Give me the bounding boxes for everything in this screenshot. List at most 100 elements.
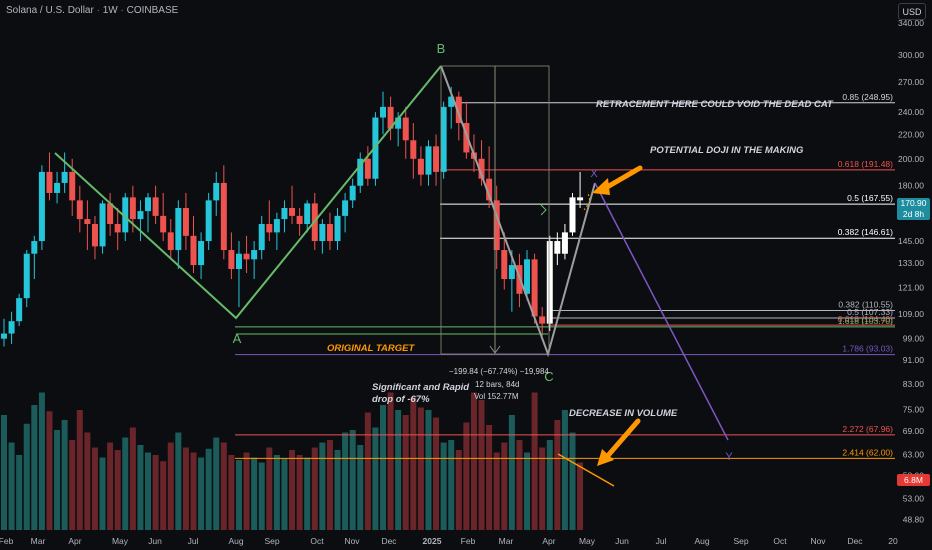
candle-body [501,250,508,280]
x-tick-label: Apr [542,536,555,546]
symbol-title: Solana / U.S. Dollar · 1W · COINBASE [6,5,179,16]
volume-bar [569,432,576,530]
currency-button[interactable]: USD [898,3,926,20]
volume-bar [76,410,83,530]
symbol-exchange: COINBASE [126,5,179,16]
candle-body [16,298,23,322]
x-tick-label: Oct [310,536,324,546]
x-tick-label: Apr [68,536,81,546]
candle-body [122,197,129,233]
volume-bar [486,425,493,530]
volume-bar [160,461,167,530]
measure-line1: −199.84 (−67.74%) −19,984 [449,367,549,376]
x-tick-label: Dec [847,536,863,546]
candle-body [31,241,38,254]
projection-line [594,182,729,441]
volume-bar [258,462,265,530]
x-tick-label: Jul [188,536,199,546]
candle-body [448,96,455,107]
candle-body [539,316,546,324]
fib-label: 0.618 (104.40) [838,314,893,324]
point-x-label: X [590,168,598,180]
volume-arrow-head [597,449,614,466]
volume-bar [205,448,212,530]
candle-body [486,178,493,201]
volume-bar [448,440,455,530]
candle-body [493,200,500,251]
volume-bar [296,455,303,530]
volume-tag: 6.8M [897,474,930,486]
candle-body [463,123,470,153]
volume-bar [304,457,311,530]
volume-bar [395,410,402,530]
candle-body [402,117,409,141]
candle-body [91,223,98,247]
volume-bar [455,450,462,530]
symbol-name: Solana / U.S. Dollar [6,5,94,16]
volume-bars [1,392,584,530]
candle-body [205,200,212,242]
volume-bar [364,412,371,530]
candle-body [296,215,303,224]
candle-body [357,158,364,186]
volume-bar [539,447,546,530]
volume-note: DECREASE IN VOLUME [569,408,678,419]
volume-bar [281,458,288,530]
last-price-tag: 170.90 2d 8h [897,198,930,220]
y-tick-label: 109.00 [898,309,924,319]
candle-body [273,219,280,233]
volume-bar [198,457,205,530]
candle-body [508,265,515,280]
candle-body [84,219,91,224]
volume-bar [410,397,417,530]
y-tick-label: 145.00 [898,236,924,246]
volume-bar [342,432,349,530]
volume-bar [273,455,280,530]
volume-bar [182,447,189,530]
x-axis-panel [0,533,932,550]
candle-body [243,253,250,260]
original-target-note: ORIGINAL TARGET [327,343,415,354]
volume-bar [31,405,38,530]
fib-label: 2.414 (62.00) [842,447,893,457]
volume-bar [23,423,30,530]
volume-bar [478,400,485,530]
candle-body [61,171,68,183]
candle-body [220,182,227,251]
y-tick-label: 99.00 [903,334,925,344]
candle-body [213,182,220,201]
symbol-interval: 1W [102,5,118,16]
x-tick-label: Aug [228,536,243,546]
y-tick-label: 53.00 [903,494,925,504]
volume-bar [425,410,432,530]
volume-bar [228,455,235,530]
candle-body [334,215,341,242]
volume-bar [470,392,477,530]
candles [1,86,584,347]
volume-bar [577,462,584,530]
candle-body [380,106,386,118]
candle-body [304,203,311,224]
x-tick-label: Feb [461,536,476,546]
candle-body [69,171,76,201]
candle-body [46,171,53,193]
y-tick-label: 63.00 [903,449,925,459]
candle-body [546,241,553,324]
x-tick-label: Jul [656,536,667,546]
candle-body [395,117,402,129]
candle-body [23,253,30,299]
candle-body [577,197,584,201]
candle-body [478,158,485,179]
x-tick-label: Nov [810,536,826,546]
point-y-label: Y [725,451,733,463]
volume-bar [122,437,129,530]
candle-body [137,211,144,220]
volume-bar [531,392,538,530]
y-tick-label: 133.00 [898,258,924,268]
candle-body [114,223,121,233]
y-tick-label: 340.00 [898,18,924,28]
candle-body [182,208,189,236]
candle-body [99,203,106,247]
